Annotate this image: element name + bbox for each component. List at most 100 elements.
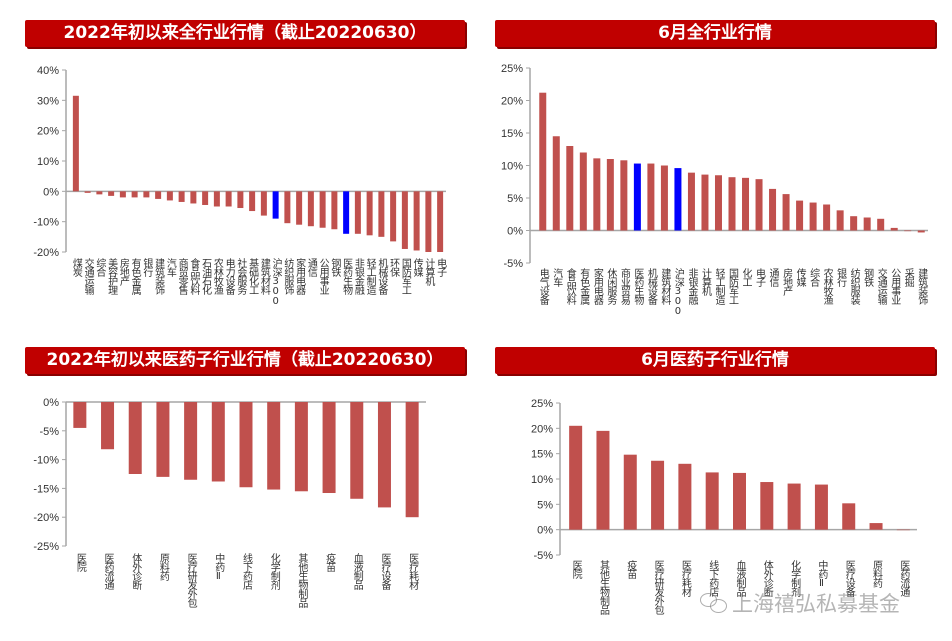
bar-体外诊断 xyxy=(760,482,774,530)
category-label: 其他生物制品 xyxy=(597,560,609,616)
bar-线下药店 xyxy=(239,402,253,488)
category-label: 非银金融 xyxy=(352,258,364,296)
category-label: 环保 xyxy=(388,258,400,278)
bar-采掘 xyxy=(904,230,912,232)
category-label: 沪深300 xyxy=(270,257,282,306)
category-label: 电子 xyxy=(435,257,447,277)
category-label: 有色金属 xyxy=(129,257,141,296)
y-tick-label: -5% xyxy=(533,550,553,562)
bar-体外诊断 xyxy=(128,402,142,474)
category-label: 建筑材料 xyxy=(258,257,270,296)
bar-农林牧渔 xyxy=(823,204,831,231)
category-label: 电气设备 xyxy=(537,267,549,306)
bar-医疗研发外包 xyxy=(651,460,665,530)
bar-医疗耗材 xyxy=(405,402,419,518)
y-tick-label: 30% xyxy=(37,95,59,107)
category-label: 计算机 xyxy=(423,257,435,287)
category-label: 房地产 xyxy=(781,267,793,297)
bar-综合 xyxy=(96,191,103,195)
bar-建筑装饰 xyxy=(155,191,162,199)
bar-公用事业 xyxy=(890,227,898,231)
category-label: 石油石化 xyxy=(200,258,212,295)
category-label: 纺织服饰 xyxy=(282,257,294,296)
bar-医疗设备 xyxy=(377,402,391,508)
bar-线下药店 xyxy=(705,472,719,530)
category-label: 医药生物 xyxy=(632,268,644,306)
bar-商贸零售 xyxy=(178,191,185,202)
bar-商业贸易 xyxy=(620,160,628,231)
category-label: 建筑装饰 xyxy=(916,267,928,306)
bar-中药Ⅱ xyxy=(211,402,225,482)
y-tick-label: -10% xyxy=(33,217,59,229)
bar-食品饮料 xyxy=(190,191,197,204)
category-label: 传媒 xyxy=(794,268,806,288)
category-label: 电力设备 xyxy=(223,257,235,296)
bar-交通运输 xyxy=(84,191,91,193)
bar-汽车 xyxy=(552,136,560,231)
category-label: 体外诊断 xyxy=(761,560,773,598)
bar-建筑装饰 xyxy=(917,230,925,233)
category-label: 农林牧渔 xyxy=(821,267,833,306)
category-label: 食品饮料 xyxy=(564,267,576,306)
bar-电子 xyxy=(755,179,763,231)
bar-纺织服饰 xyxy=(284,191,291,224)
bar-医疗研发外包 xyxy=(184,402,198,480)
bar-纺织服装 xyxy=(850,216,858,231)
bar-通信 xyxy=(307,191,314,227)
category-label: 交通运输 xyxy=(82,257,94,296)
category-label: 计算机 xyxy=(699,267,711,297)
y-tick-label: -15% xyxy=(33,483,59,495)
category-label: 银行 xyxy=(835,267,847,288)
bar-建筑材料 xyxy=(260,191,267,216)
category-label: 休闲服务 xyxy=(605,268,617,306)
bar-传媒 xyxy=(413,191,420,251)
y-tick-label: 25% xyxy=(531,398,553,410)
category-label: 综合 xyxy=(94,257,106,278)
category-label: 医院 xyxy=(570,560,582,580)
y-tick-label: 10% xyxy=(501,161,523,173)
y-tick-label: 20% xyxy=(531,423,553,435)
category-label: 医药生物 xyxy=(341,258,353,296)
category-label: 基础化工 xyxy=(247,257,259,294)
y-tick-label: 15% xyxy=(501,128,523,140)
category-label: 煤炭 xyxy=(70,257,82,278)
chart-title-june-pharma-subsectors: 6月医药子行业行情 xyxy=(495,347,935,374)
bar-其他生物制品 xyxy=(294,402,308,492)
y-tick-label: 40% xyxy=(37,65,59,77)
chart-title-ytd-pharma-subsectors: 2022年初以来医药子行业行情（截止20220630） xyxy=(25,347,465,374)
bar-美容护理 xyxy=(108,191,115,196)
wechat-icon xyxy=(700,593,728,613)
y-tick-label: -25% xyxy=(33,541,59,553)
watermark: 上海禧弘私募基金 xyxy=(700,588,900,618)
bar-医药生物 xyxy=(633,163,641,231)
bar-有色金属 xyxy=(579,152,587,231)
category-label: 通信 xyxy=(767,268,779,288)
category-label: 医疗研发外包 xyxy=(185,553,197,608)
y-tick-label: -5% xyxy=(39,426,59,438)
bar-房地产 xyxy=(119,191,126,198)
category-label: 医疗耗材 xyxy=(407,553,419,590)
bar-沪深300 xyxy=(674,168,682,231)
category-label: 线下药店 xyxy=(707,559,719,598)
bar-医院 xyxy=(569,425,583,530)
category-label: 传媒 xyxy=(411,258,423,278)
bar-血液制品 xyxy=(733,472,746,530)
bar-传媒 xyxy=(796,200,804,231)
category-label: 农林牧渔 xyxy=(211,257,223,296)
bar-通信 xyxy=(769,188,777,231)
bar-交通运输 xyxy=(877,218,885,231)
bar-原料药 xyxy=(869,523,883,530)
chart-title-june-all-industries: 6月全行业行情 xyxy=(495,20,935,47)
bar-非银金融 xyxy=(687,172,695,231)
category-label: 机械设备 xyxy=(645,267,657,306)
bar-原料药 xyxy=(156,402,170,477)
category-label: 血液制品 xyxy=(351,552,363,591)
bar-轻工制造 xyxy=(366,191,373,236)
y-tick-label: 5% xyxy=(507,193,523,205)
y-tick-label: -5% xyxy=(503,258,523,270)
bar-医疗设备 xyxy=(842,503,856,530)
category-label: 医疗设备 xyxy=(843,560,855,598)
category-label: 交通运输 xyxy=(875,267,887,306)
category-label: 疫苗 xyxy=(625,559,637,580)
